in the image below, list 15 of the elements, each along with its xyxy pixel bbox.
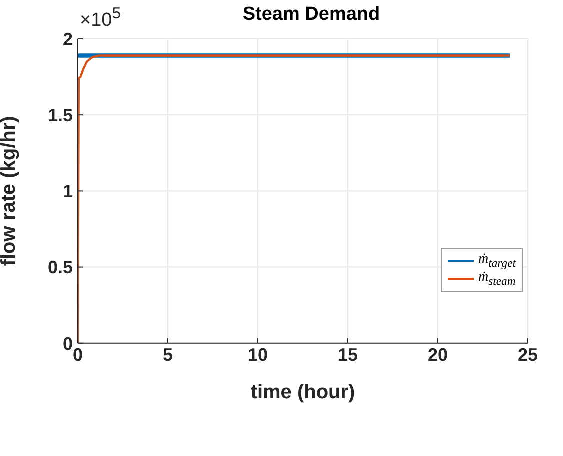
x-axis-title: time (hour) [250,381,356,404]
legend-label: ṁ$_{steam}$ [478,270,516,288]
y-axis-title: flow rate (kg/hr) [0,116,20,266]
y-tick-label: 0.5 [48,258,73,278]
text: ×10$^{5}$ [80,6,122,32]
y-tick-label: 1.5 [48,105,73,126]
y-tick-label: 1 [62,182,73,202]
x-tick-label: 10 [248,345,268,366]
legend-label: ṁ$_{target}$ [478,252,516,270]
x-tick-label: 5 [162,345,174,366]
x-tick-label: 20 [428,345,448,366]
chart-title: Steam Demand [242,4,380,25]
x-tick-label: 25 [518,345,538,366]
x-tick-label: 15 [338,345,358,366]
y-tick-label: 2 [62,29,73,50]
